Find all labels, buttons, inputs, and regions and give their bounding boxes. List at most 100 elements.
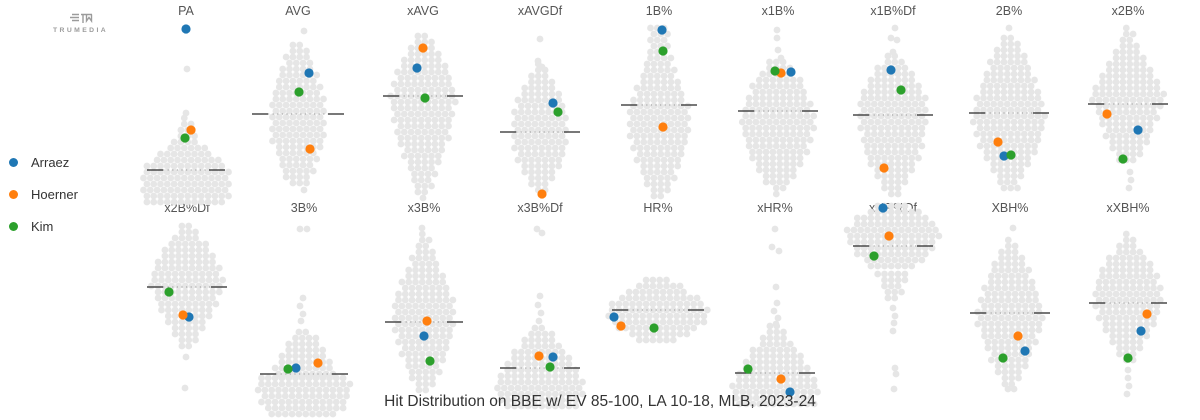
distribution-dot: [545, 396, 552, 404]
player-marker-arraez-x3B%Df[interactable]: [548, 352, 558, 362]
distribution-dot: [783, 112, 790, 120]
distribution-dot: [188, 288, 196, 296]
distribution-dot: [424, 146, 432, 154]
distribution-dot: [640, 72, 648, 80]
player-marker-arraez-xAVG[interactable]: [412, 63, 422, 73]
player-marker-kim-xHR%[interactable]: [743, 364, 753, 374]
player-marker-hoerner-x2B%Df[interactable]: [178, 310, 188, 320]
distribution-dot: [531, 366, 539, 374]
player-marker-kim-2B%[interactable]: [1006, 150, 1016, 160]
distribution-dot: [401, 344, 409, 352]
distribution-dot: [1133, 90, 1140, 98]
distribution-dot: [766, 136, 773, 144]
distribution-dot: [339, 404, 347, 412]
player-marker-kim-x2B%[interactable]: [1118, 154, 1128, 164]
distribution-dot: [407, 56, 415, 64]
player-marker-hoerner-x2B%[interactable]: [1102, 109, 1112, 119]
player-marker-arraez-x1B%[interactable]: [786, 67, 796, 77]
distribution-dot: [432, 266, 440, 274]
distribution-dot: [1000, 46, 1008, 54]
player-marker-kim-AVG[interactable]: [294, 87, 304, 97]
player-marker-kim-x3B%[interactable]: [425, 356, 435, 366]
distribution-dot: [1143, 284, 1151, 292]
distribution-dot: [666, 318, 674, 326]
distribution-dot: [1150, 296, 1157, 304]
distribution-dot: [643, 180, 651, 188]
distribution-dot: [545, 402, 552, 410]
distribution-dot: [180, 120, 188, 128]
legend-item-kim[interactable]: Kim: [9, 210, 78, 242]
player-marker-arraez-xHR%Df[interactable]: [878, 203, 888, 213]
distribution-dot: [1031, 142, 1038, 150]
distribution-dot: [1146, 72, 1154, 80]
player-marker-hoerner-x3B%[interactable]: [422, 316, 432, 326]
legend-item-arraez[interactable]: Arraez: [9, 146, 78, 178]
player-marker-kim-x3B%Df[interactable]: [545, 362, 555, 372]
player-marker-hoerner-xXBH%[interactable]: [1142, 309, 1152, 319]
player-marker-arraez-x2B%[interactable]: [1133, 125, 1143, 135]
distribution-dot: [987, 332, 995, 340]
player-marker-hoerner-xAVGDf[interactable]: [537, 189, 547, 199]
player-marker-hoerner-1B%[interactable]: [658, 122, 668, 132]
player-marker-arraez-PA[interactable]: [181, 24, 191, 34]
player-marker-kim-3B%[interactable]: [283, 364, 293, 374]
player-marker-kim-xAVGDf[interactable]: [553, 107, 563, 117]
distribution-dot: [643, 102, 651, 110]
player-marker-kim-x1B%[interactable]: [770, 66, 780, 76]
player-marker-hoerner-x3B%Df[interactable]: [534, 351, 544, 361]
distribution-dot: [769, 148, 777, 156]
player-marker-hoerner-XBH%[interactable]: [1013, 331, 1023, 341]
player-marker-hoerner-x1B%Df[interactable]: [879, 163, 889, 173]
distribution-dot: [776, 178, 784, 186]
distribution-dot: [987, 302, 995, 310]
player-marker-hoerner-xHR%Df[interactable]: [884, 231, 894, 241]
player-marker-arraez-xHR%[interactable]: [785, 387, 795, 397]
player-marker-hoerner-AVG[interactable]: [305, 144, 315, 154]
distribution-dot: [171, 234, 179, 242]
distribution-dot: [643, 126, 651, 134]
player-marker-kim-HR%[interactable]: [649, 323, 659, 333]
player-marker-kim-xAVG[interactable]: [420, 93, 430, 103]
player-marker-kim-PA[interactable]: [180, 133, 190, 143]
player-marker-arraez-XBH%[interactable]: [1020, 346, 1030, 356]
player-marker-kim-xHR%Df[interactable]: [869, 251, 879, 261]
distribution-dot: [894, 64, 902, 72]
distribution-dot: [1136, 278, 1144, 286]
distribution-dot: [541, 96, 549, 104]
player-marker-arraez-xXBH%[interactable]: [1136, 326, 1146, 336]
player-marker-hoerner-2B%[interactable]: [993, 137, 1003, 147]
distribution-dot: [160, 186, 168, 194]
distribution-dot: [517, 120, 525, 128]
distribution-dot: [422, 242, 430, 250]
player-marker-hoerner-3B%[interactable]: [313, 358, 323, 368]
player-marker-kim-1B%[interactable]: [658, 46, 668, 56]
player-marker-arraez-1B%[interactable]: [657, 25, 667, 35]
distribution-dot: [1024, 160, 1032, 168]
distribution-dot: [320, 107, 327, 115]
player-marker-arraez-xAVGDf[interactable]: [548, 98, 558, 108]
distribution-dot: [783, 106, 790, 114]
player-marker-hoerner-xAVG[interactable]: [418, 43, 428, 53]
distribution-dot: [657, 186, 665, 194]
player-marker-hoerner-xHR%[interactable]: [776, 374, 786, 384]
player-marker-kim-x2B%Df[interactable]: [164, 287, 174, 297]
player-marker-kim-x1B%Df[interactable]: [896, 85, 906, 95]
distribution-dot: [860, 94, 868, 102]
player-marker-hoerner-HR%[interactable]: [616, 321, 626, 331]
player-marker-arraez-2B%[interactable]: [999, 151, 1009, 161]
distribution-dot: [548, 126, 556, 134]
legend-item-hoerner[interactable]: Hoerner: [9, 178, 78, 210]
player-marker-arraez-x1B%Df[interactable]: [886, 65, 896, 75]
distribution-dot: [783, 82, 790, 90]
player-marker-arraez-x3B%[interactable]: [419, 331, 429, 341]
player-marker-kim-xXBH%[interactable]: [1123, 353, 1133, 363]
player-marker-hoerner-PA[interactable]: [186, 125, 196, 135]
distribution-dot: [864, 226, 871, 234]
distribution-dot: [154, 294, 162, 302]
player-marker-arraez-AVG[interactable]: [304, 68, 314, 78]
distribution-dot: [974, 308, 982, 316]
distribution-dot: [656, 276, 664, 284]
player-marker-arraez-HR%[interactable]: [609, 312, 619, 322]
player-marker-arraez-3B%[interactable]: [291, 363, 301, 373]
player-marker-kim-XBH%[interactable]: [998, 353, 1008, 363]
